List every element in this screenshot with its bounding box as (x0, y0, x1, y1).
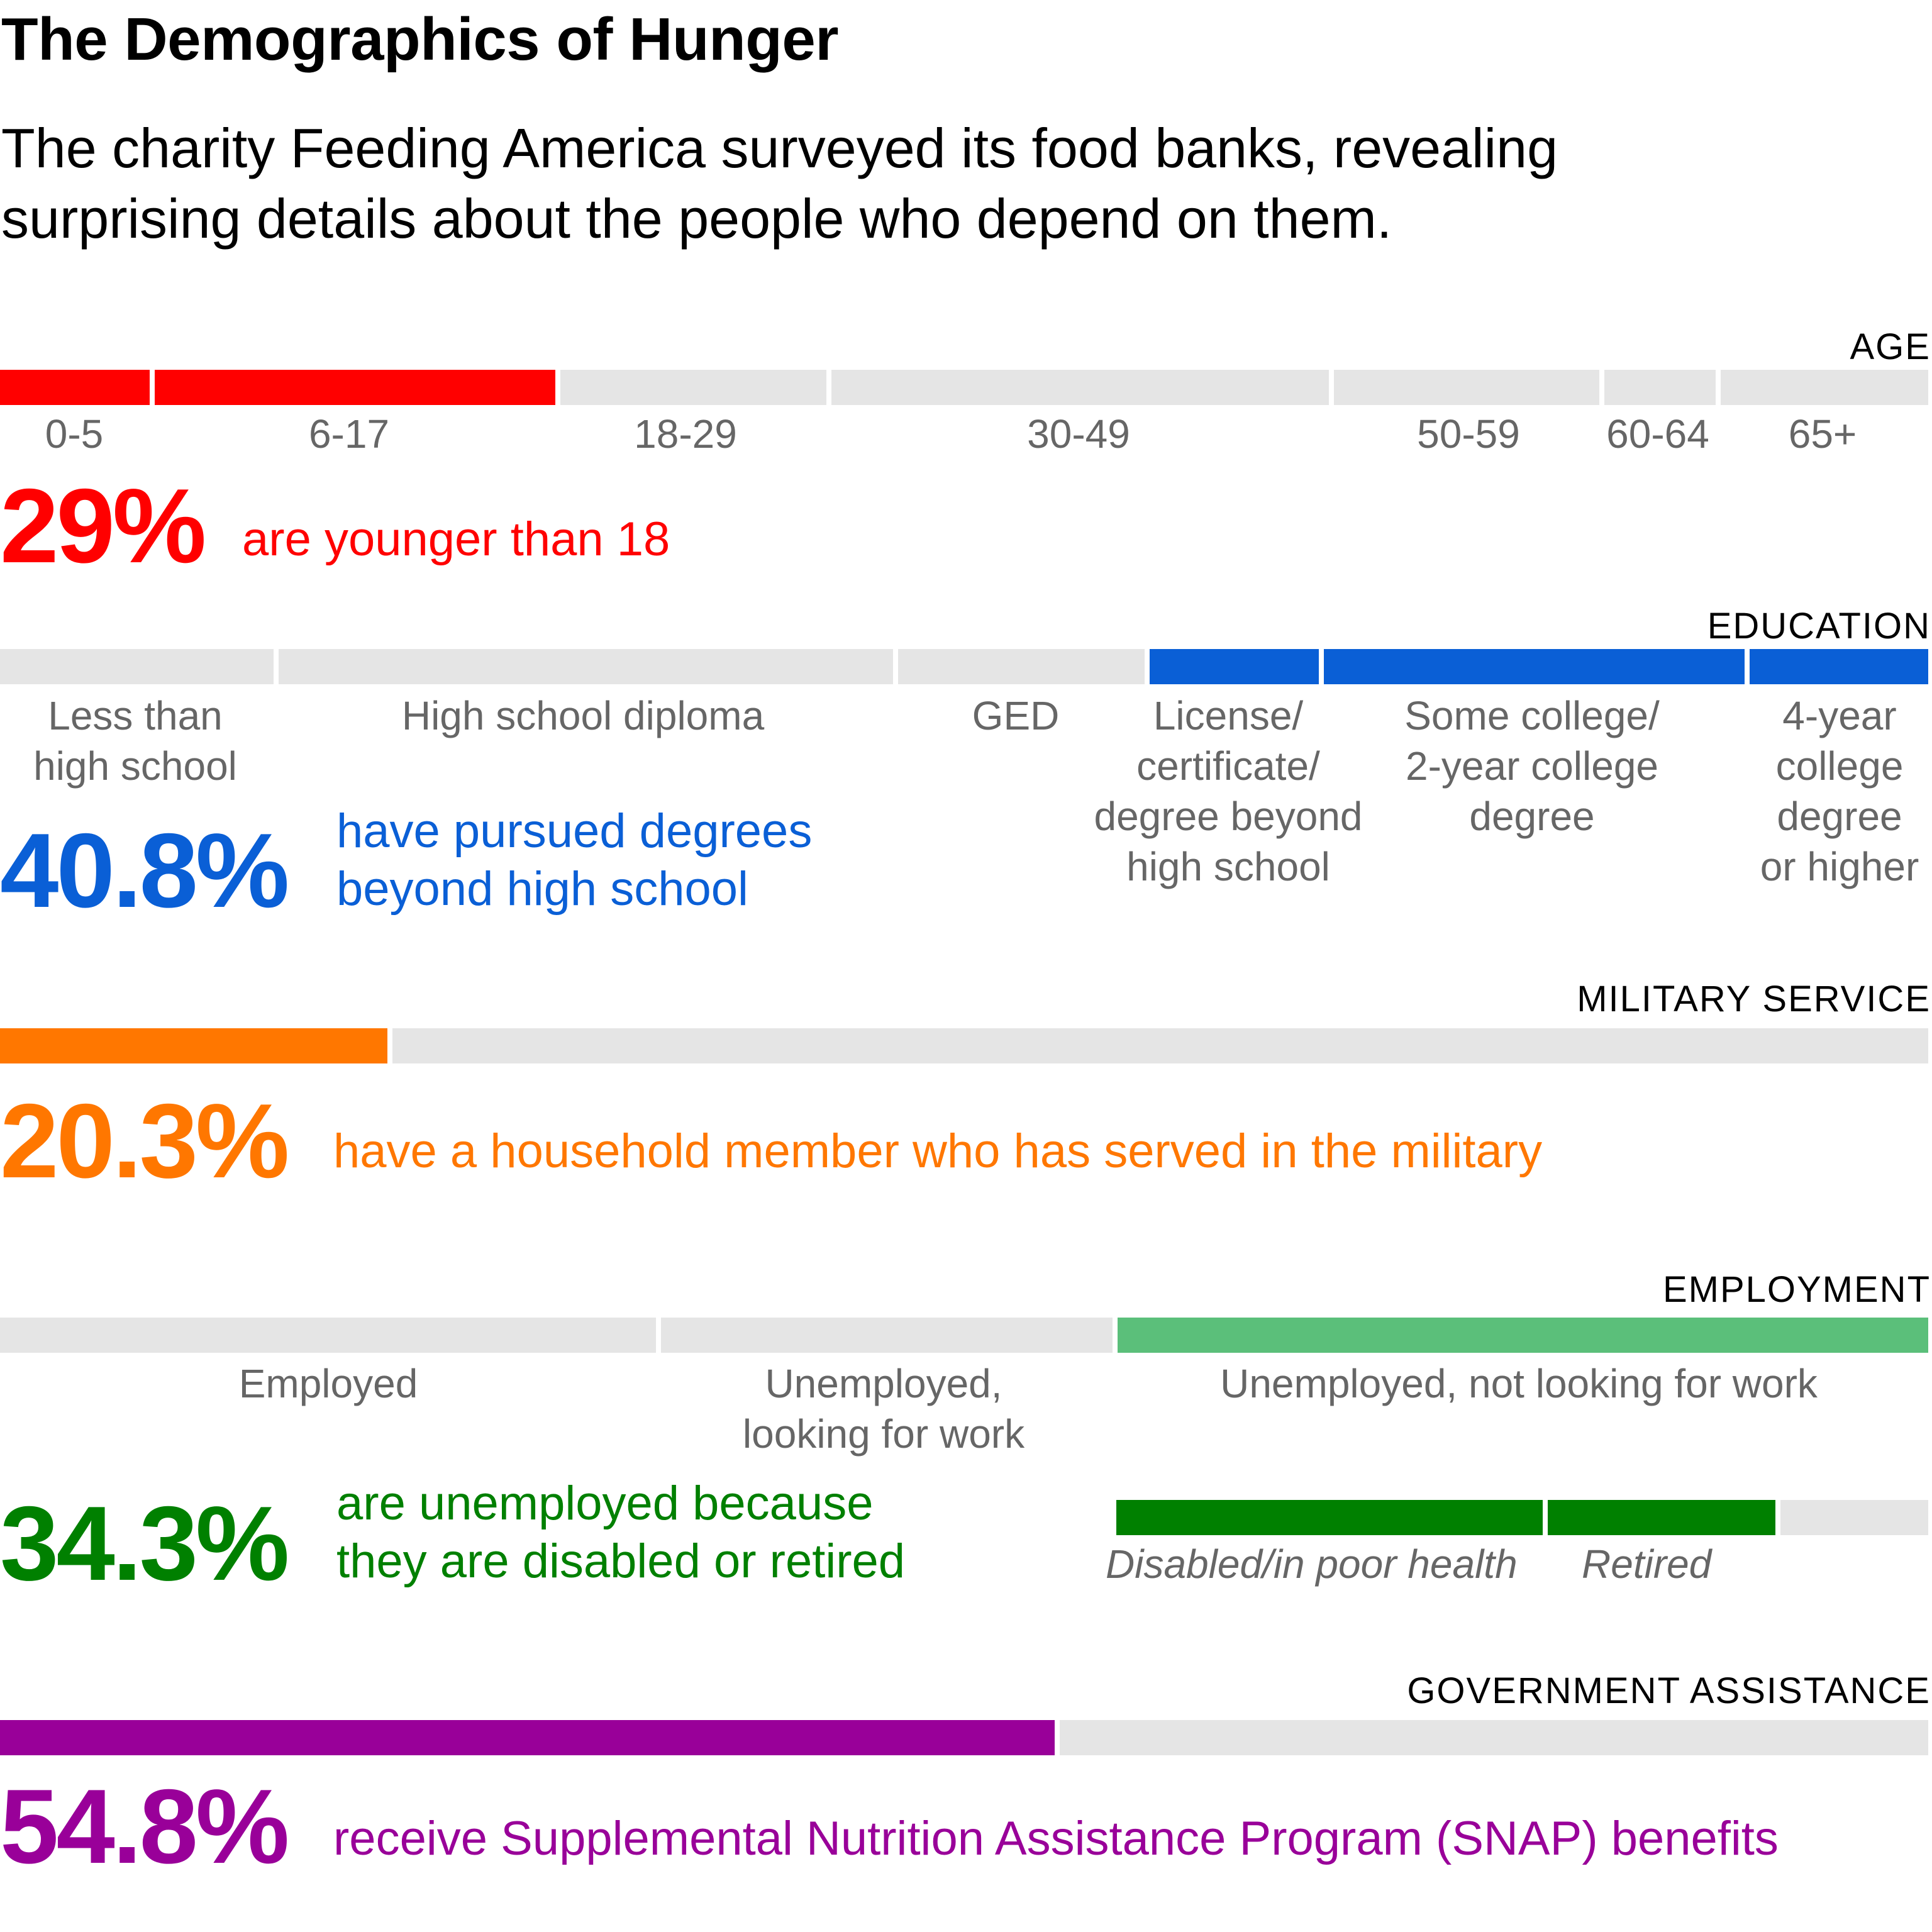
age-bar-segment-3 (831, 370, 1330, 405)
age-desc: are younger than 18 (242, 513, 670, 566)
age-bar-segment-0 (0, 370, 150, 405)
age-bar-segment-6 (1720, 370, 1928, 405)
emp-label-unemployed-looking: Unemployed, looking for work (742, 1361, 1025, 1457)
age-bar-segment-1 (154, 370, 556, 405)
edu-label-4yr-college: 4-year college degree or higher (1760, 693, 1919, 889)
age-label-60-64: 60-64 (1606, 411, 1709, 457)
emp-label-unemployed-not-looking: Unemployed, not looking for work (1220, 1361, 1818, 1406)
military-bar-segment-0 (0, 1028, 388, 1063)
age-bar-segment-4 (1334, 370, 1600, 405)
military-section-label: MILITARY SERVICE (1577, 979, 1931, 1019)
age-bar-segment-2 (560, 370, 826, 405)
emp-sub-label-disabled: Disabled/in poor health (1106, 1541, 1518, 1587)
age-label-0-5: 0-5 (45, 411, 104, 457)
age-stat: 29% (0, 467, 206, 585)
employment-bar-segment-0 (0, 1318, 657, 1353)
education-bar-segment-0 (0, 649, 274, 684)
assistance-stat: 54.8% (0, 1767, 289, 1885)
age-label-65plus: 65+ (1788, 411, 1857, 457)
employment-stat: 34.3% (0, 1484, 289, 1602)
military-stat: 20.3% (0, 1082, 289, 1200)
employment-section-label: EMPLOYMENT (1662, 1269, 1931, 1310)
age-bar-segment-5 (1604, 370, 1716, 405)
education-stat: 40.8% (0, 811, 289, 930)
employment-bar-segment-2 (1117, 1318, 1928, 1353)
page-title: The Demographics of Hunger (1, 6, 839, 73)
employment-bar-segment-1 (661, 1318, 1113, 1353)
edu-label-hs-diploma: High school diploma (401, 693, 765, 738)
education-desc: have pursued degrees beyond high school (336, 804, 813, 916)
education-section-label: EDUCATION (1707, 606, 1931, 647)
edu-label-some-college: Some college/2-year college degree (1404, 693, 1660, 839)
education-bar-segment-3 (1149, 649, 1319, 684)
assistance-bar-segment-1 (1059, 1720, 1928, 1755)
assistance-desc: receive Supplemental Nutrition Assistanc… (333, 1812, 1779, 1865)
employment-breakdown-bar-segment-0 (1116, 1500, 1543, 1535)
education-bar-segment-1 (279, 649, 893, 684)
assistance-section-label: GOVERNMENT ASSISTANCE (1407, 1670, 1931, 1711)
employment-breakdown-bar-segment-1 (1548, 1500, 1775, 1535)
education-bar-segment-4 (1323, 649, 1745, 684)
edu-label-less-than-hs: Less than high school (33, 693, 237, 789)
age-label-6-17: 6-17 (308, 411, 390, 457)
employment-desc: are unemployed because they are disabled … (336, 1477, 906, 1588)
age-section-label: AGE (1850, 326, 1931, 367)
age-label-50-59: 50-59 (1417, 411, 1520, 457)
military-desc: have a household member who has served i… (333, 1124, 1543, 1178)
age-label-18-29: 18-29 (634, 411, 737, 457)
emp-label-employed: Employed (238, 1361, 418, 1406)
edu-label-license: License/certificate/degree beyond high sc… (1094, 693, 1363, 889)
age-label-30-49: 30-49 (1027, 411, 1130, 457)
emp-sub-label-retired: Retired (1582, 1541, 1712, 1587)
employment-breakdown-bar-segment-2 (1780, 1500, 1928, 1535)
assistance-bar-segment-0 (0, 1720, 1055, 1755)
edu-label-ged: GED (972, 693, 1060, 738)
page-subtitle: The charity Feeding America surveyed its… (1, 117, 1558, 250)
education-bar-segment-2 (897, 649, 1145, 684)
education-bar-segment-5 (1749, 649, 1928, 684)
military-bar-segment-1 (392, 1028, 1928, 1063)
